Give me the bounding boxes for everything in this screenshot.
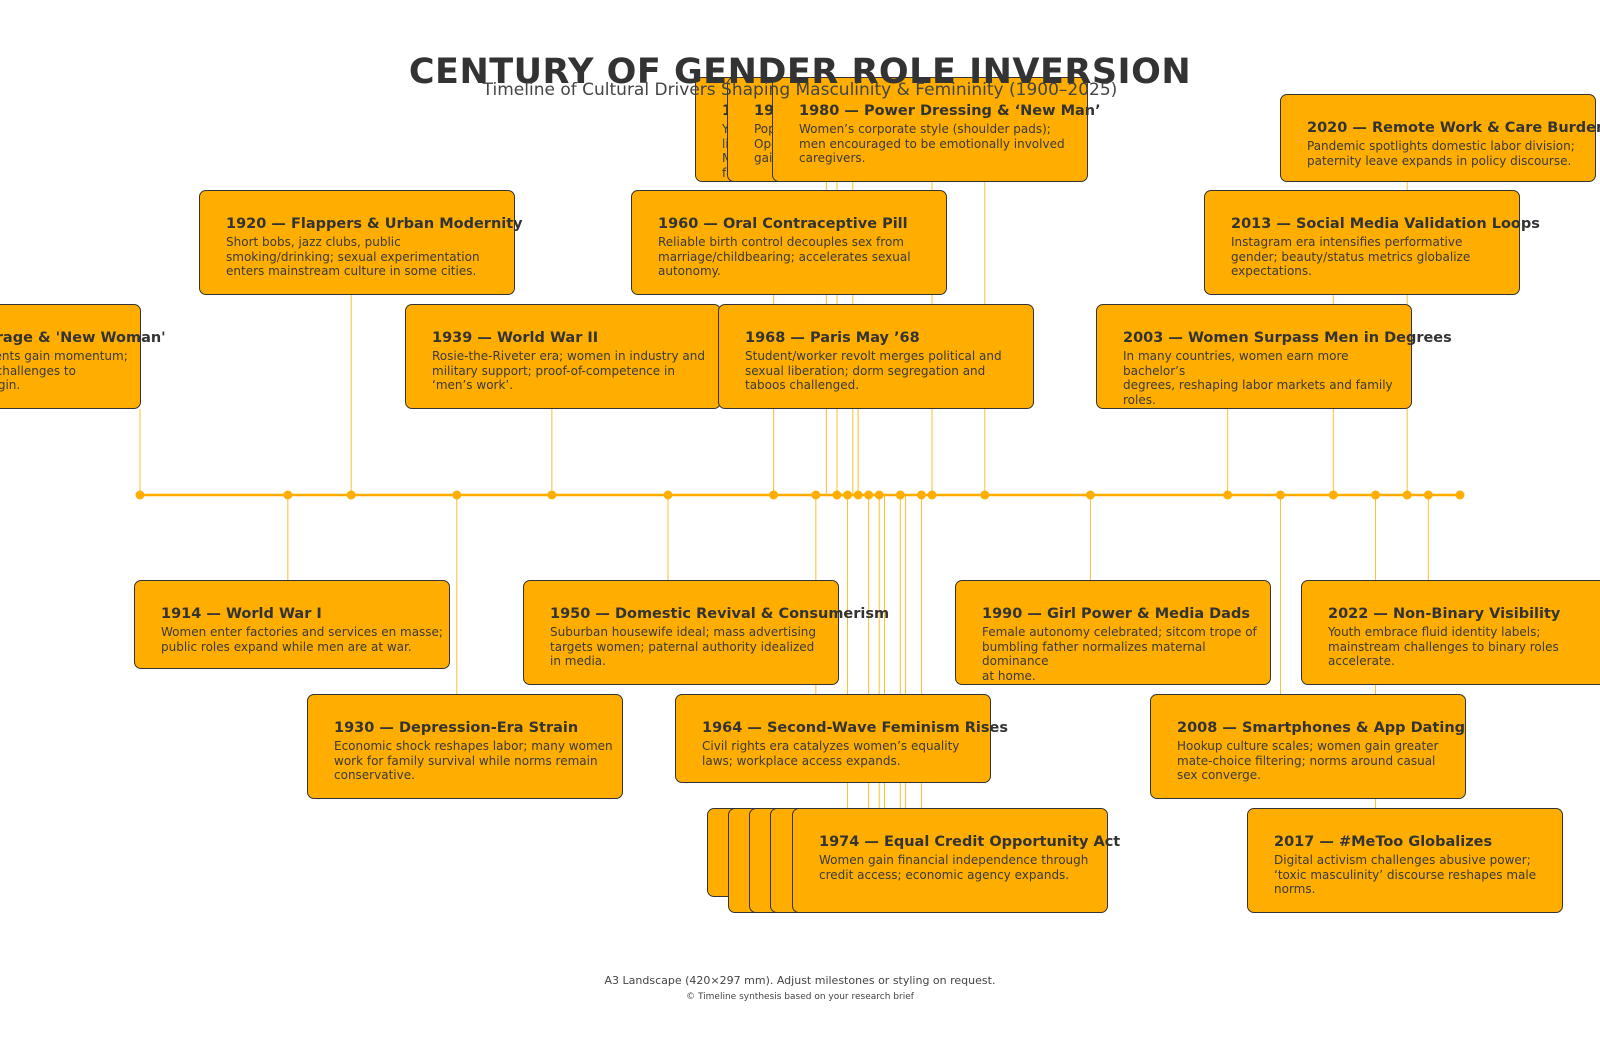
footer-credit: © Timeline synthesis based on your resea… bbox=[686, 992, 914, 1002]
milestone-card: 1980 — Power Dressing & ‘New Man’ Women’s… bbox=[772, 77, 1101, 182]
milestone-description: Suburban housewife ideal; mass advertisi… bbox=[550, 625, 817, 668]
milestone-description: Women’s corporate style (shoulder pads);… bbox=[799, 122, 1065, 165]
milestone-title: 2022 — Non-Binary Visibility bbox=[1328, 606, 1561, 622]
milestone-title: 1974 — Equal Credit Opportunity Act bbox=[819, 834, 1121, 850]
milestone-title: 1950 — Domestic Revival & Consumerism bbox=[550, 606, 890, 622]
milestone-card: 1920 — Flappers & Urban Modernity Short b… bbox=[199, 190, 523, 295]
milestone-dot bbox=[853, 490, 863, 500]
page-title: CENTURY OF GENDER ROLE INVERSION bbox=[408, 52, 1192, 92]
milestone-description: Civil rights era catalyzes women’s equal… bbox=[702, 739, 960, 768]
milestone-description: Instagram era intensifies performative g… bbox=[1231, 235, 1471, 278]
milestone-dot bbox=[135, 490, 145, 500]
milestone-dot bbox=[864, 490, 874, 500]
milestone-card: 1900 — Early Suffrage & 'New Woman' Women… bbox=[0, 304, 166, 409]
milestone-description: Hookup culture scales; women gain greate… bbox=[1177, 739, 1439, 782]
milestone-title: 2020 — Remote Work & Care Burden bbox=[1307, 120, 1600, 136]
milestone-title: 2017 — #MeToo Globalizes bbox=[1274, 834, 1493, 850]
milestone-card: 2013 — Social Media Validation Loops Inst… bbox=[1204, 190, 1540, 295]
milestone-title: 1968 — Paris May ’68 bbox=[745, 330, 920, 346]
milestone-dot bbox=[452, 490, 462, 500]
milestone-dot bbox=[346, 490, 356, 500]
milestone-dot bbox=[927, 490, 937, 500]
milestone-description: Female autonomy celebrated; sitcom trope… bbox=[982, 625, 1257, 683]
milestone-card: 1950 — Domestic Revival & Consumerism Sub… bbox=[523, 580, 890, 685]
milestone-card: 2022 — Non-Binary Visibility Youth embrac… bbox=[1301, 580, 1600, 685]
milestone-dot bbox=[811, 490, 821, 500]
milestone-card: 2020 — Remote Work & Care Burden Pandemic… bbox=[1280, 94, 1600, 182]
milestone-dot bbox=[663, 490, 673, 500]
milestone-card: 2003 — Women Surpass Men in Degrees In ma… bbox=[1096, 304, 1452, 409]
milestone-card: 1939 — World War II Rosie-the-Riveter era… bbox=[405, 304, 721, 409]
milestone-dot bbox=[843, 490, 853, 500]
milestone-dot bbox=[1371, 490, 1381, 500]
milestone-dot bbox=[1423, 490, 1433, 500]
milestone-description: Economic shock reshapes labor; many wome… bbox=[334, 739, 613, 782]
milestone-description: Student/worker revolt merges political a… bbox=[745, 349, 1002, 392]
milestone-dot bbox=[547, 490, 557, 500]
milestone-dot bbox=[980, 490, 990, 500]
milestone-dot bbox=[283, 490, 293, 500]
milestone-description: Youth embrace fluid identity labels; mai… bbox=[1328, 625, 1559, 668]
milestone-dot bbox=[1402, 490, 1412, 500]
milestone-title: 1980 — Power Dressing & ‘New Man’ bbox=[799, 103, 1101, 119]
milestone-description: Women enter factories and services en ma… bbox=[161, 625, 443, 654]
page-subtitle: Timeline of Cultural Drivers Shaping Mas… bbox=[482, 80, 1118, 100]
milestone-title: 1964 — Second-Wave Feminism Rises bbox=[702, 720, 1008, 736]
milestone-card: 1960 — Oral Contraceptive Pill Reliable b… bbox=[631, 190, 947, 295]
milestone-dot bbox=[1223, 490, 1233, 500]
milestone-title: 1990 — Girl Power & Media Dads bbox=[982, 606, 1250, 622]
milestone-dot bbox=[832, 490, 842, 500]
milestone-card: 1974 — Equal Credit Opportunity Act Women… bbox=[792, 808, 1121, 913]
milestone-dot bbox=[1455, 490, 1465, 500]
milestone-description: Reliable birth control decouples sex fro… bbox=[658, 235, 911, 278]
milestone-dot bbox=[769, 490, 779, 500]
milestone-title: 1930 — Depression-Era Strain bbox=[334, 720, 579, 736]
milestone-description: In many countries, women earn more bache… bbox=[1123, 349, 1393, 407]
milestone-card: 2017 — #MeToo Globalizes Digital activism… bbox=[1247, 808, 1563, 913]
milestone-description: Short bobs, jazz clubs, public smoking/d… bbox=[226, 235, 480, 278]
milestone-description: Digital activism challenges abusive powe… bbox=[1274, 853, 1537, 896]
milestone-card: 2008 — Smartphones & App Dating Hookup cu… bbox=[1150, 694, 1466, 799]
milestone-description: Rosie-the-Riveter era; women in industry… bbox=[432, 349, 705, 392]
milestone-dot bbox=[1275, 490, 1285, 500]
milestone-card: 1914 — World War I Women enter factories … bbox=[134, 580, 450, 669]
milestone-dot bbox=[874, 490, 884, 500]
milestone-title: 1900 — Early Suffrage & 'New Woman' bbox=[0, 330, 166, 346]
milestone-title: 1939 — World War II bbox=[432, 330, 599, 346]
milestone-title: 1920 — Flappers & Urban Modernity bbox=[226, 216, 523, 232]
milestone-card: 1990 — Girl Power & Media Dads Female aut… bbox=[955, 580, 1271, 685]
milestone-dot bbox=[1085, 490, 1095, 500]
milestone-title: 2013 — Social Media Validation Loops bbox=[1231, 216, 1540, 232]
milestone-dot bbox=[1328, 490, 1338, 500]
milestone-dot bbox=[895, 490, 905, 500]
milestone-description: Pandemic spotlights domestic labor divis… bbox=[1307, 139, 1575, 168]
milestone-title: 1914 — World War I bbox=[161, 606, 322, 622]
milestone-description: Women’s rights movements gain momentum; … bbox=[0, 349, 128, 392]
milestone-card: 1968 — Paris May ’68 Student/worker revol… bbox=[718, 304, 1034, 409]
milestone-dot bbox=[916, 490, 926, 500]
milestone-card: 1930 — Depression-Era Strain Economic sho… bbox=[307, 694, 623, 799]
milestone-card: 1964 — Second-Wave Feminism Rises Civil r… bbox=[675, 694, 1008, 783]
milestone-title: 2003 — Women Surpass Men in Degrees bbox=[1123, 330, 1452, 346]
footer-note: A3 Landscape (420×297 mm). Adjust milest… bbox=[604, 974, 996, 987]
milestone-description: Women gain financial independence throug… bbox=[819, 853, 1089, 882]
milestone-title: 1960 — Oral Contraceptive Pill bbox=[658, 216, 908, 232]
milestone-title: 2008 — Smartphones & App Dating bbox=[1177, 720, 1466, 736]
